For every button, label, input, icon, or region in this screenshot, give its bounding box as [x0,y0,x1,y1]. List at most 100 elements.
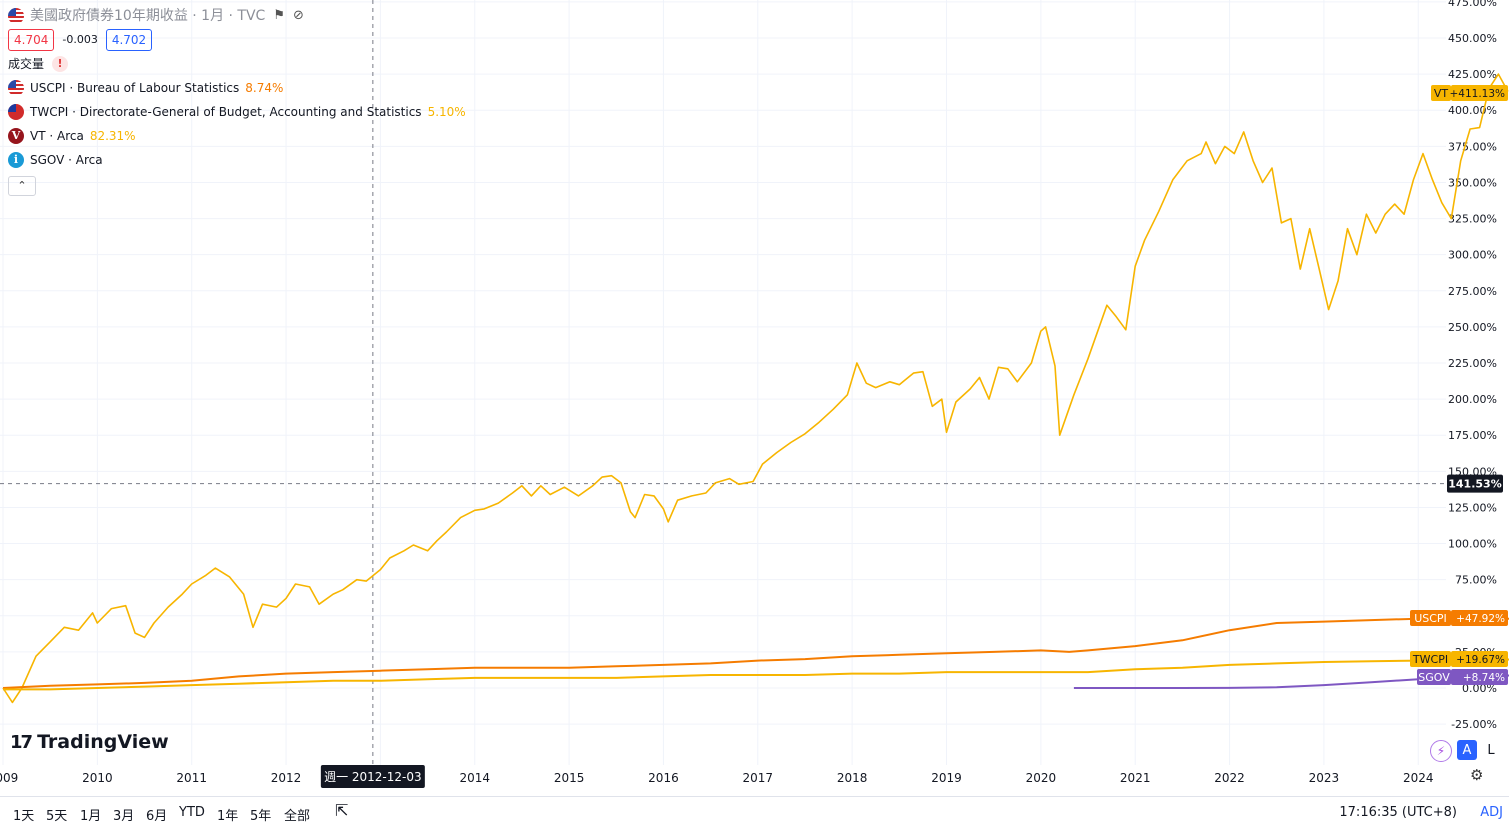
series-value-label: +19.67% [1456,654,1505,666]
flag-marker-icon[interactable]: ⚑ [273,8,285,23]
series-value-label: +411.13% [1449,88,1505,100]
legend-name: USCPI · Bureau of Labour Statistics [30,81,240,95]
y-tick-label: 75.00% [1455,574,1497,587]
auto-scale-button[interactable]: A [1457,740,1477,760]
symbol-header[interactable]: 美國政府債券10年期收益 · 1月 · TVC ⚑ ⊘ [8,4,466,28]
x-tick-label: 2015 [554,771,585,785]
ishares-i-icon: i [8,152,24,168]
series-name-label: USCPI [1414,612,1447,625]
series-line-uscpi [2,616,1509,689]
y-tick-label: 425.00% [1448,68,1497,81]
tradingview-logo[interactable]: 17 TradingView [10,731,169,753]
x-tick-label: 2019 [931,771,962,785]
y-tick-label: 0.00% [1462,682,1497,695]
x-tick-label: 2016 [648,771,679,785]
range-6m-button[interactable]: 6月 [146,809,168,824]
volume-label: 成交量 [8,57,45,71]
symbol-title[interactable]: 美國政府債券10年期收益 · 1月 · TVC [30,8,266,24]
x-tick-label: 2021 [1120,771,1151,785]
crosshair-y-tag [1447,474,1503,493]
price-change: -0.003 [62,33,98,46]
y-tick-label: 450.00% [1448,32,1497,45]
legend-name: TWCPI · Directorate-General of Budget, A… [30,105,422,119]
y-tick-label: 300.00% [1448,249,1497,262]
volume-row[interactable]: 成交量 ! [8,52,466,76]
series-line-twcpi [3,658,1509,691]
x-tick-label: 2022 [1214,771,1245,785]
crosshair-x-tag [320,765,425,788]
series-value-label: +47.92% [1456,613,1505,625]
series-name-tag [1431,85,1451,101]
y-tick-label: 100.00% [1448,538,1497,551]
series-name-tag [1410,610,1451,626]
legend-item-twcpi[interactable]: TWCPI · Directorate-General of Budget, A… [8,100,466,124]
series-name-tag [1417,669,1451,685]
series-value-label: +8.74% [1463,672,1505,684]
clock-readout[interactable]: 17:16:35 (UTC+8) [1339,805,1457,820]
legend-item-vt[interactable]: V VT · Arca 82.31% [8,124,466,148]
y-tick-label: -25.00% [1451,718,1497,731]
y-tick-label: 350.00% [1448,176,1497,189]
range-3m-button[interactable]: 3月 [113,809,135,824]
series-value-tag [1451,610,1508,626]
legend-item-sgov[interactable]: i SGOV · Arca [8,148,466,172]
price-axis [1446,0,1509,765]
y-tick-label: 250.00% [1448,321,1497,334]
logo-text: TradingView [37,731,169,753]
eye-hidden-icon[interactable]: ⊘ [292,8,304,23]
legend-name: VT · Arca [30,129,84,143]
adj-button[interactable]: ADJ [1480,805,1503,820]
series-name-label: TWCPI [1412,653,1448,666]
range-1d-button[interactable]: 1天 [13,809,35,824]
y-tick-label: 475.00% [1448,0,1497,9]
range-all-button[interactable]: 全部 [284,809,311,824]
legend-name: SGOV · Arca [30,153,103,167]
chart-canvas[interactable]: -25.00%0.00%25.00%50.00%75.00%100.00%125… [0,0,1509,796]
series-line-vt [2,73,1509,704]
bolt-icon[interactable]: ⚡ [1430,740,1452,762]
series-name-label: VT [1434,87,1449,100]
legend-item-uscpi[interactable]: USCPI · Bureau of Labour Statistics 8.74… [8,76,466,100]
series-value-tag [1451,651,1508,667]
calendar-goto-icon[interactable]: ⇱ [335,801,349,820]
x-tick-label: 2024 [1403,771,1434,785]
x-tick-label: 2023 [1309,771,1340,785]
x-tick-label: 2018 [837,771,868,785]
bid-price[interactable]: 4.704 [8,29,55,51]
crosshair-x-label: 週一 2012-12-03 [324,770,422,784]
chevron-up-icon[interactable]: ⌃ [8,175,36,196]
y-tick-label: 275.00% [1448,285,1497,298]
series-name-label: SGOV [1418,671,1450,684]
series-name-tag [1410,651,1451,667]
x-tick-label: 2020 [1026,771,1057,785]
legend-collapse-row: ⌃ [8,172,466,196]
tw-flag-icon [8,104,24,120]
crosshair-y-label: 141.53% [1448,478,1501,491]
y-tick-label: 125.00% [1448,501,1497,514]
y-tick-label: 200.00% [1448,393,1497,406]
y-tick-label: 375.00% [1448,140,1497,153]
range-1y-button[interactable]: 1年 [217,809,239,824]
range-5d-button[interactable]: 5天 [46,809,68,824]
price-row: 4.704 -0.003 4.702 [8,28,466,52]
x-tick-label: 2012 [271,771,302,785]
log-scale-button[interactable]: L [1487,742,1495,758]
legend-panel: 美國政府債券10年期收益 · 1月 · TVC ⚑ ⊘ 4.704 -0.003… [8,4,466,196]
vanguard-v-icon: V [8,128,24,144]
range-1m-button[interactable]: 1月 [80,809,102,824]
x-tick-label: 2011 [176,771,207,785]
x-tick-label: 2009 [0,771,18,785]
legend-value: 5.10% [427,105,466,119]
range-5y-button[interactable]: 5年 [250,809,272,824]
range-ytd-button[interactable]: YTD [179,805,205,820]
gear-icon[interactable]: ⚙ [1470,766,1484,784]
bottom-toolbar: 1天 5天 1月 3月 6月 YTD 1年 5年 全部 ⇱ 17:16:35 (… [0,796,1509,830]
series-value-tag [1451,669,1508,685]
ask-price[interactable]: 4.702 [105,29,153,51]
y-tick-label: 325.00% [1448,213,1497,226]
us-flag-icon [8,80,24,96]
alert-icon[interactable]: ! [52,56,69,72]
x-tick-label: 2014 [459,771,490,785]
x-tick-label: 2017 [743,771,774,785]
